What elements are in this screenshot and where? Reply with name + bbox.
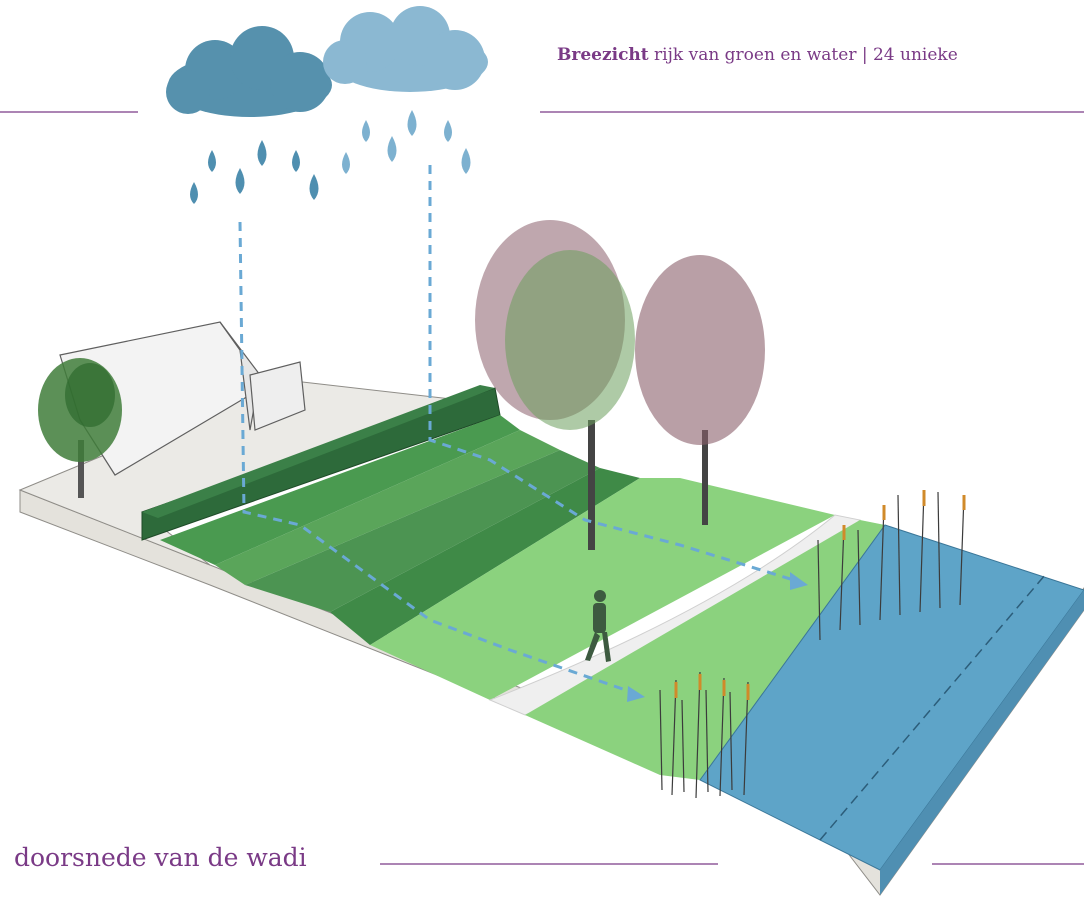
- page-header: Breezicht rijk van groen en water | 24 u…: [557, 45, 958, 65]
- header-tagline: rijk van groen en water | 24 unieke: [654, 45, 958, 65]
- tree-icon: [475, 220, 635, 550]
- brand-name: Breezicht: [557, 45, 649, 65]
- terrace-1: [160, 415, 520, 565]
- raindrop-icon: [190, 140, 319, 204]
- wadi-bottom: [370, 478, 835, 700]
- raindrop-icon: [342, 110, 471, 174]
- cloud-icon: [323, 6, 488, 92]
- water-dashed-line: [819, 574, 1046, 841]
- arrow-icon: [627, 572, 808, 702]
- person-icon: [585, 590, 611, 662]
- terrace-2: [215, 430, 560, 585]
- rainwater-flow-lines: [238, 165, 801, 697]
- diagram-caption: doorsnede van de wadi: [14, 843, 307, 872]
- reed-icon: [817, 489, 965, 641]
- terrace-4: [330, 468, 640, 645]
- tree-icon: [635, 255, 765, 525]
- cloud-icon: [166, 26, 332, 117]
- reed-icon: [659, 671, 749, 799]
- reed-icon: [674, 674, 750, 700]
- reed-icon: [842, 490, 966, 540]
- hedge-top: [142, 385, 495, 518]
- terrace-3: [245, 450, 600, 612]
- water-edge: [880, 590, 1084, 895]
- tree-icon: [38, 358, 122, 498]
